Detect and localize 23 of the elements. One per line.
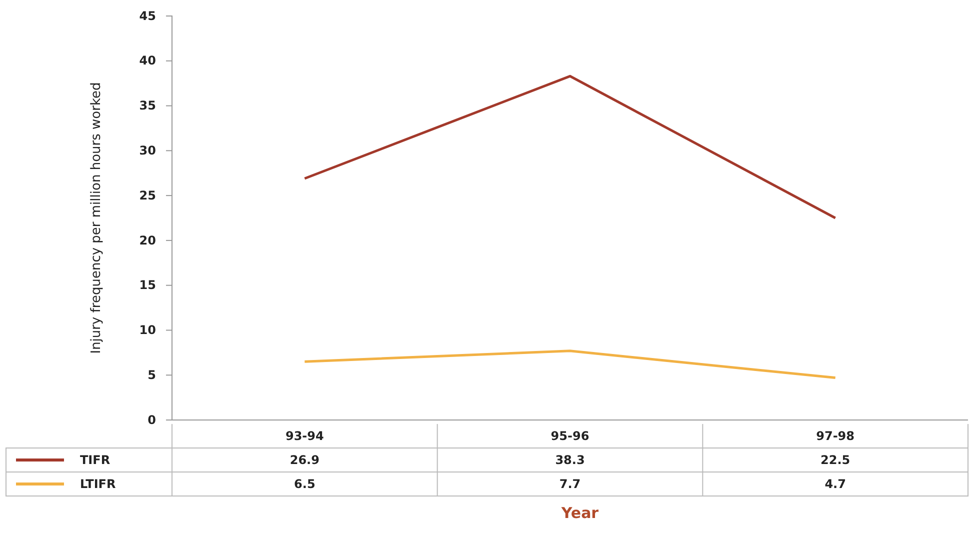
y-tick-label: 40 bbox=[139, 54, 156, 68]
y-tick-label: 35 bbox=[139, 98, 156, 113]
x-tick-label: 93-94 bbox=[285, 429, 324, 443]
y-tick-label: 0 bbox=[148, 412, 156, 427]
y-tick-label: 45 bbox=[139, 8, 156, 23]
y-tick-label: 20 bbox=[139, 233, 156, 248]
y-tick-label: 30 bbox=[139, 144, 156, 158]
x-tick-label: 95-96 bbox=[550, 429, 590, 443]
data-label: 26.9 bbox=[290, 453, 320, 467]
legend-label: LTIFR bbox=[80, 477, 116, 491]
y-axis-title: Injury frequency per million hours worked bbox=[89, 82, 104, 354]
x-tick-label: 97-98 bbox=[816, 429, 855, 443]
y-tick-label: 10 bbox=[139, 323, 156, 338]
y-tick-label: 15 bbox=[139, 278, 156, 292]
x-axis-title: Year bbox=[560, 504, 600, 522]
data-label: 6.5 bbox=[294, 477, 316, 491]
data-label: 38.3 bbox=[555, 453, 585, 467]
data-label: 4.7 bbox=[824, 477, 846, 491]
legend-label: TIFR bbox=[80, 453, 110, 467]
y-tick-label: 25 bbox=[139, 188, 156, 202]
data-label: 7.7 bbox=[559, 477, 581, 491]
data-label: 22.5 bbox=[820, 453, 850, 467]
y-tick-label: 5 bbox=[148, 368, 156, 382]
